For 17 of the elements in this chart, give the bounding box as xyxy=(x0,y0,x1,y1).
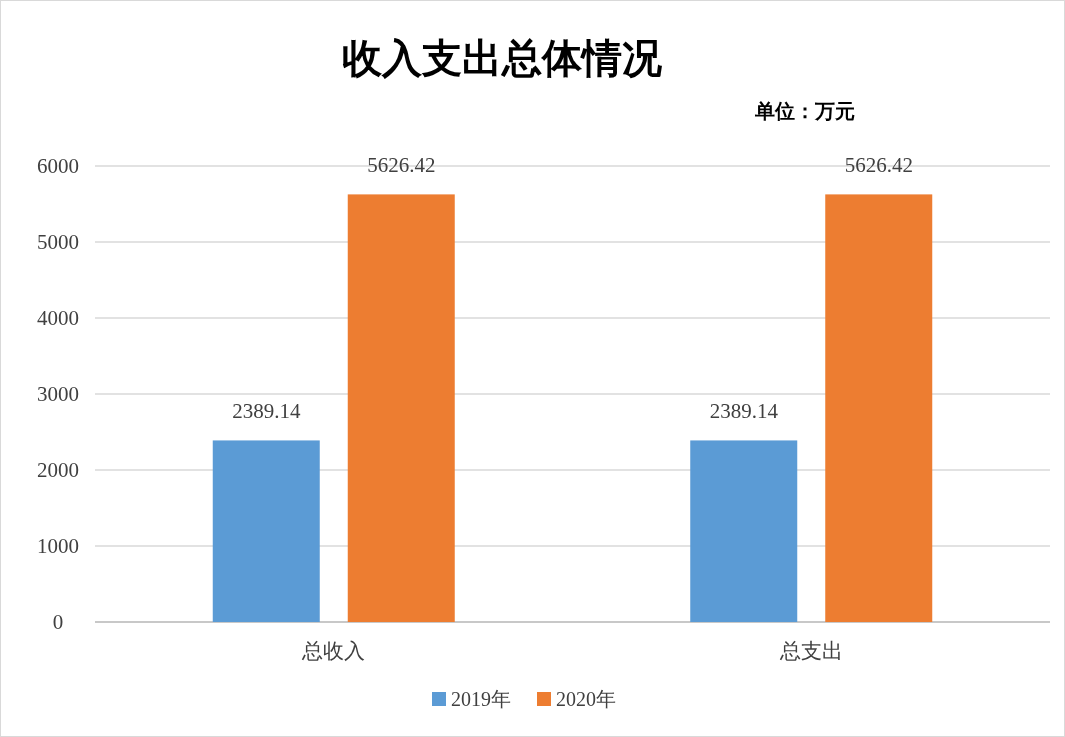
legend-label: 2019年 xyxy=(451,688,511,710)
text: 单位：万元 xyxy=(754,99,855,123)
y-tick-label: 2000 xyxy=(37,458,79,482)
y-tick-label: 0 xyxy=(52,610,64,634)
legend-label: 2020年 xyxy=(556,688,616,710)
y-tick-label: 1000 xyxy=(37,534,79,558)
y-tick-label: 5000 xyxy=(37,230,79,254)
x-tick-label: 总支出 xyxy=(778,639,843,663)
chart-title: 收入支出总体情况 xyxy=(342,35,662,81)
data-label: 5626.42 xyxy=(844,153,913,178)
data-label: 5626.42 xyxy=(367,153,436,178)
y-tick-label: 6000 xyxy=(37,154,79,178)
data-label: 2389.14 xyxy=(232,399,301,424)
data-label: 2389.14 xyxy=(709,399,779,424)
y-tick-label: 4000 xyxy=(37,306,79,330)
y-tick-label: 3000 xyxy=(37,382,79,406)
x-tick-label: 总收入 xyxy=(301,639,366,663)
